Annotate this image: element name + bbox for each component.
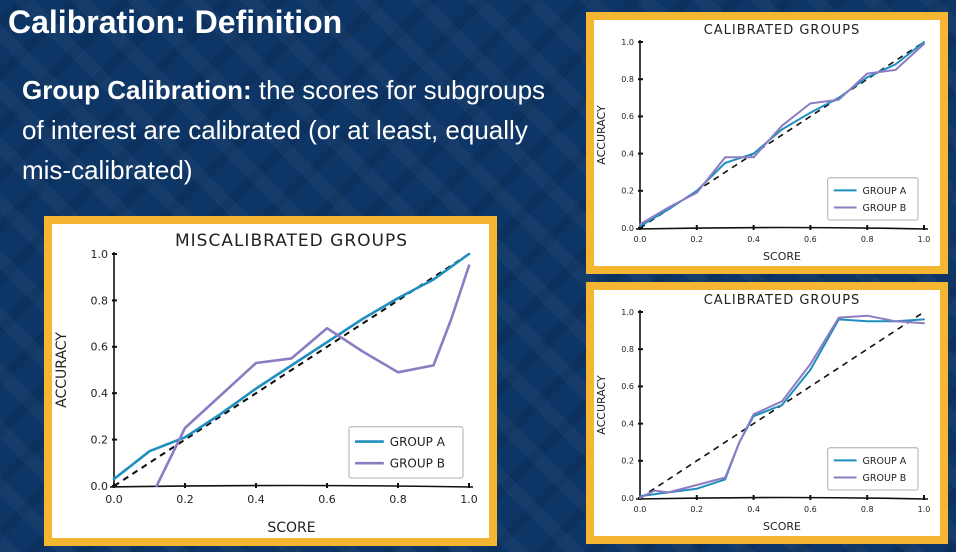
- chart-title: MISCALIBRATED GROUPS: [175, 231, 408, 251]
- x-tick-label: 0.8: [861, 235, 874, 244]
- y-tick-label: 0.6: [621, 382, 634, 391]
- y-tick-label: 0.4: [621, 419, 634, 428]
- legend-label: GROUP B: [863, 203, 907, 214]
- y-tick-label: 0.8: [621, 75, 634, 84]
- chart-miscalibrated: MISCALIBRATED GROUPS 0.0 0.2 0.4 0.6 0.8 1.0 0.…: [54, 231, 478, 536]
- legend-label: GROUP A: [863, 186, 907, 197]
- series-line-group-b: [639, 314, 925, 499]
- x-tick-label: 0.0: [634, 505, 647, 514]
- x-tick-label: 0.2: [690, 505, 703, 514]
- subtitle-bold: Group Calibration:: [22, 75, 252, 105]
- y-tick-label: 1.0: [621, 38, 634, 47]
- legend-box: [827, 447, 919, 491]
- x-axis-label: SCORE: [763, 250, 801, 263]
- y-tick-label: 0.4: [91, 387, 109, 400]
- y-tick-label: 0.6: [621, 112, 634, 121]
- x-tick-label: 0.8: [861, 505, 874, 514]
- slide-title: Calibration: Definition: [8, 4, 343, 40]
- x-tick-label: 0.6: [804, 235, 817, 244]
- x-tick-label: 1.0: [918, 505, 931, 514]
- x-tick-label: 0.6: [804, 505, 817, 514]
- y-tick-label: 0.0: [621, 224, 634, 233]
- y-tick-label: 0.0: [91, 480, 109, 493]
- subtitle: Group Calibration: the scores for subgro…: [22, 70, 562, 190]
- y-axis-label: ACCURACY: [595, 105, 608, 165]
- legend-label: GROUP A: [390, 435, 446, 449]
- legend-box: [348, 426, 464, 479]
- chart-panel-miscalibrated: MISCALIBRATED GROUPS 0.0 0.2 0.4 0.6 0.8 1.0 0.…: [44, 216, 497, 546]
- series-line-group-b: [155, 264, 471, 488]
- legend-label: GROUP A: [863, 456, 907, 467]
- x-axis-label: SCORE: [763, 520, 801, 533]
- chart-title: CALIBRATED GROUPS: [704, 23, 861, 38]
- y-axis-label: ACCURACY: [54, 332, 70, 408]
- y-tick-label: 0.0: [621, 494, 634, 503]
- x-axis-line: [109, 484, 474, 488]
- legend-label: GROUP B: [863, 473, 907, 484]
- y-tick-label: 0.2: [621, 457, 634, 466]
- y-tick-label: 0.2: [621, 187, 634, 196]
- x-axis-line: [635, 226, 929, 230]
- legend-label: GROUP B: [390, 457, 445, 471]
- x-axis-label: SCORE: [267, 520, 315, 536]
- x-tick-label: 1.0: [460, 493, 478, 506]
- chart-calibrated-1: CALIBRATED GROUPS 0.0 0.2 0.4 0.6 0.8 1.0 0.0 0.…: [595, 23, 931, 263]
- subtitle-rest: the scores for subgroups of interest are…: [22, 75, 546, 185]
- y-tick-label: 0.2: [91, 433, 109, 446]
- x-tick-label: 0.2: [690, 235, 703, 244]
- x-tick-label: 0.4: [247, 493, 265, 506]
- y-tick-label: 0.6: [91, 341, 109, 354]
- chart-panel-calibrated-1: CALIBRATED GROUPS 0.0 0.2 0.4 0.6 0.8 1.0 0.0 0.…: [586, 12, 948, 274]
- x-axis-line: [635, 496, 929, 500]
- legend-box: [827, 177, 919, 221]
- x-tick-label: 0.0: [634, 235, 647, 244]
- series-line-group-a: [112, 252, 471, 481]
- x-tick-label: 1.0: [918, 235, 931, 244]
- x-tick-label: 0.6: [318, 493, 336, 506]
- y-tick-label: 1.0: [91, 248, 109, 261]
- y-tick-label: 0.8: [621, 345, 634, 354]
- y-tick-label: 1.0: [621, 308, 634, 317]
- x-tick-label: 0.2: [176, 493, 194, 506]
- chart-panel-calibrated-2: CALIBRATED GROUPS 0.0 0.2 0.4 0.6 0.8 1.0 0.0 0.…: [586, 282, 948, 544]
- series-line-group-a: [639, 318, 925, 498]
- series-line-group-b: [639, 42, 925, 226]
- x-tick-label: 0.4: [747, 505, 760, 514]
- x-tick-label: 0.4: [747, 235, 760, 244]
- chart-calibrated-2: CALIBRATED GROUPS 0.0 0.2 0.4 0.6 0.8 1.0 0.0 0.…: [595, 293, 931, 533]
- x-tick-label: 0.8: [389, 493, 407, 506]
- chart-title: CALIBRATED GROUPS: [704, 293, 861, 308]
- y-tick-label: 0.8: [91, 294, 109, 307]
- y-tick-label: 0.4: [621, 149, 634, 158]
- y-axis-label: ACCURACY: [595, 375, 608, 435]
- x-tick-label: 0.0: [105, 493, 123, 506]
